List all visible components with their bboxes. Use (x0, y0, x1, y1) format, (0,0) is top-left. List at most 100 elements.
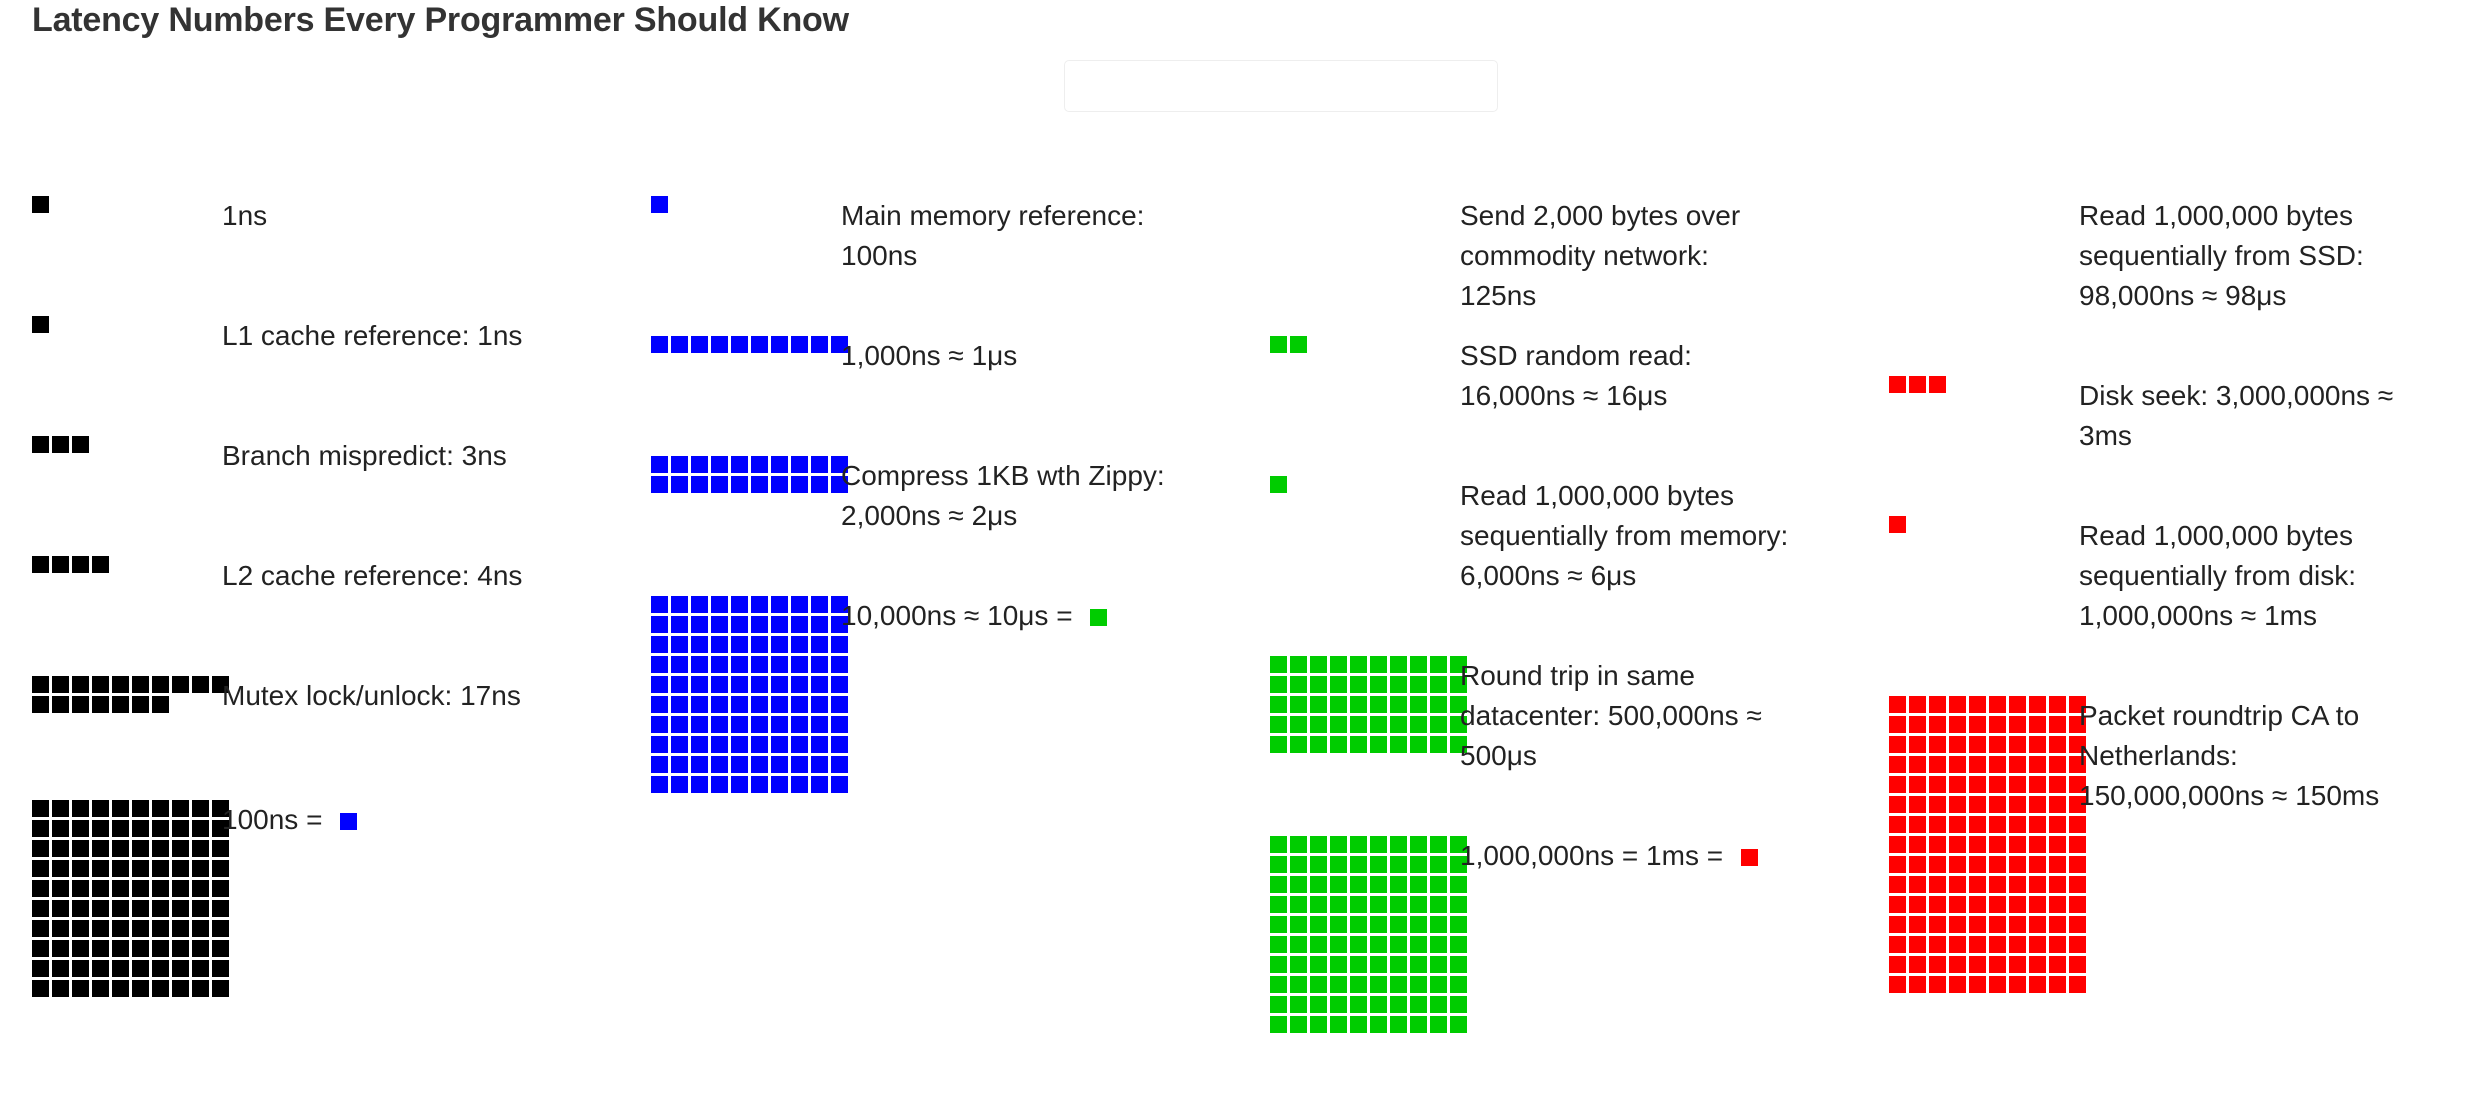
latency-block (731, 456, 748, 473)
latency-block (691, 696, 708, 713)
latency-block (1350, 996, 1367, 1013)
latency-block (1290, 836, 1307, 853)
latency-block (731, 776, 748, 793)
latency-block (1949, 796, 1966, 813)
latency-block (1430, 716, 1447, 733)
corner-ribbon[interactable] (2425, 0, 2466, 42)
latency-block (132, 940, 149, 957)
latency-block (1270, 976, 1287, 993)
latency-block (2029, 856, 2046, 873)
latency-block (731, 676, 748, 693)
latency-block (1889, 736, 1906, 753)
latency-block (1889, 936, 1906, 953)
latency-block (771, 756, 788, 773)
latency-block (1969, 876, 1986, 893)
latency-block (1909, 896, 1926, 913)
latency-block (691, 616, 708, 633)
latency-block (1330, 716, 1347, 733)
latency-block (32, 860, 49, 877)
latency-block (1350, 656, 1367, 673)
latency-block (771, 636, 788, 653)
latency-block (731, 716, 748, 733)
latency-blocks-svg (651, 456, 848, 493)
latency-block (1350, 856, 1367, 873)
latency-block (32, 940, 49, 957)
latency-block (2069, 776, 2086, 793)
latency-block (2049, 836, 2066, 853)
latency-block (811, 336, 828, 353)
latency-block (691, 336, 708, 353)
latency-block (92, 980, 109, 997)
latency-block (2009, 956, 2026, 973)
latency-blocks (1889, 696, 2089, 996)
latency-block (751, 756, 768, 773)
latency-block (771, 456, 788, 473)
latency-block (212, 960, 229, 977)
latency-block (731, 656, 748, 673)
latency-block (1909, 876, 1926, 893)
latency-block (1270, 936, 1287, 953)
latency-block (1390, 976, 1407, 993)
latency-block (1909, 776, 1926, 793)
latency-block (771, 336, 788, 353)
latency-block (1969, 696, 1986, 713)
latency-block (52, 820, 69, 837)
latency-block (1450, 696, 1467, 713)
latency-block (1390, 736, 1407, 753)
latency-label-text: 1,000,000ns = 1ms = (1460, 840, 1731, 871)
latency-block (2069, 836, 2086, 853)
latency-block (1929, 756, 1946, 773)
latency-label: Read 1,000,000 bytes sequentially from m… (1460, 480, 1789, 591)
latency-block (1989, 816, 2006, 833)
latency-block (731, 636, 748, 653)
latency-block (152, 900, 169, 917)
latency-block (2069, 756, 2086, 773)
latency-block (711, 696, 728, 713)
latency-block (1310, 1016, 1327, 1033)
latency-block (751, 596, 768, 613)
latency-block (112, 696, 129, 713)
latency-label: Mutex lock/unlock: 17ns (222, 680, 521, 711)
latency-block (1350, 676, 1367, 693)
latency-block (1889, 696, 1906, 713)
latency-block (72, 436, 89, 453)
latency-block (2049, 696, 2066, 713)
latency-block (1929, 956, 1946, 973)
latency-block (1330, 936, 1347, 953)
latency-block (711, 656, 728, 673)
latency-block (1410, 836, 1427, 853)
latency-block (791, 596, 808, 613)
search-input[interactable] (1064, 60, 1498, 112)
latency-blocks (1889, 376, 2089, 396)
latency-block (1330, 876, 1347, 893)
latency-block (92, 696, 109, 713)
latency-block (192, 800, 209, 817)
latency-block (72, 980, 89, 997)
latency-block (651, 336, 668, 353)
latency-block (691, 716, 708, 733)
latency-label: 10,000ns ≈ 10μs = (841, 596, 1171, 636)
latency-block (32, 880, 49, 897)
latency-blocks-svg (651, 336, 848, 353)
latency-block (671, 456, 688, 473)
latency-block (1410, 716, 1427, 733)
latency-block (1430, 836, 1447, 853)
latency-block (72, 676, 89, 693)
latency-block (751, 656, 768, 673)
latency-label: 1,000,000ns = 1ms = (1460, 836, 1790, 876)
latency-block (192, 960, 209, 977)
latency-block (1889, 976, 1906, 993)
latency-block (791, 616, 808, 633)
latency-block (1270, 476, 1287, 493)
latency-block (52, 940, 69, 957)
latency-block (1889, 856, 1906, 873)
latency-block (1390, 876, 1407, 893)
latency-block (831, 456, 848, 473)
latency-block (112, 860, 129, 877)
latency-blocks (32, 556, 232, 576)
latency-block (192, 820, 209, 837)
latency-block (72, 920, 89, 937)
latency-block (751, 676, 768, 693)
latency-block (771, 476, 788, 493)
latency-block (831, 596, 848, 613)
